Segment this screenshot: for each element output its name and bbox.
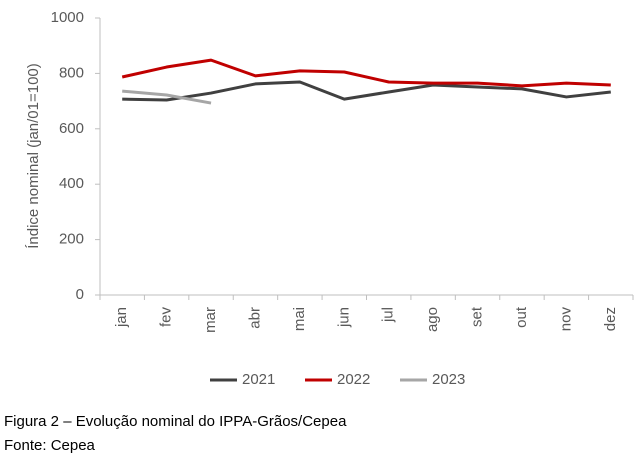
x-tick-label: nov <box>557 307 574 332</box>
y-tick-label: 600 <box>59 120 84 137</box>
y-tick-label: 400 <box>59 175 84 192</box>
caption: Figura 2 – Evolução nominal do IPPA-Grão… <box>4 413 347 430</box>
y-tick-label: 1000 <box>51 9 84 26</box>
legend-label: 2022 <box>337 371 370 388</box>
x-tick-label: jun <box>335 307 352 328</box>
x-tick-label: out <box>513 306 530 328</box>
x-tick-label: dez <box>602 307 619 331</box>
legend-label: 2021 <box>242 371 275 388</box>
x-tick-label: abr <box>246 307 263 329</box>
x-tick-label: jan <box>113 307 130 328</box>
x-tick-label: jul <box>380 307 397 323</box>
series-line <box>122 89 212 105</box>
x-tick-label: set <box>469 306 486 327</box>
series-line <box>121 58 611 88</box>
source: Fonte: Cepea <box>4 437 96 454</box>
y-axis-label: Índice nominal (jan/01=100) <box>25 63 42 249</box>
y-tick-label: 800 <box>59 64 84 81</box>
x-tick-label: mar <box>202 307 219 333</box>
y-tick-label: 200 <box>59 231 84 248</box>
x-tick-label: fev <box>158 307 175 328</box>
legend-label: 2023 <box>432 371 465 388</box>
y-tick-label: 0 <box>76 286 84 303</box>
series-line <box>122 80 611 102</box>
x-tick-label: mai <box>291 307 308 331</box>
x-tick-label: ago <box>424 307 441 332</box>
